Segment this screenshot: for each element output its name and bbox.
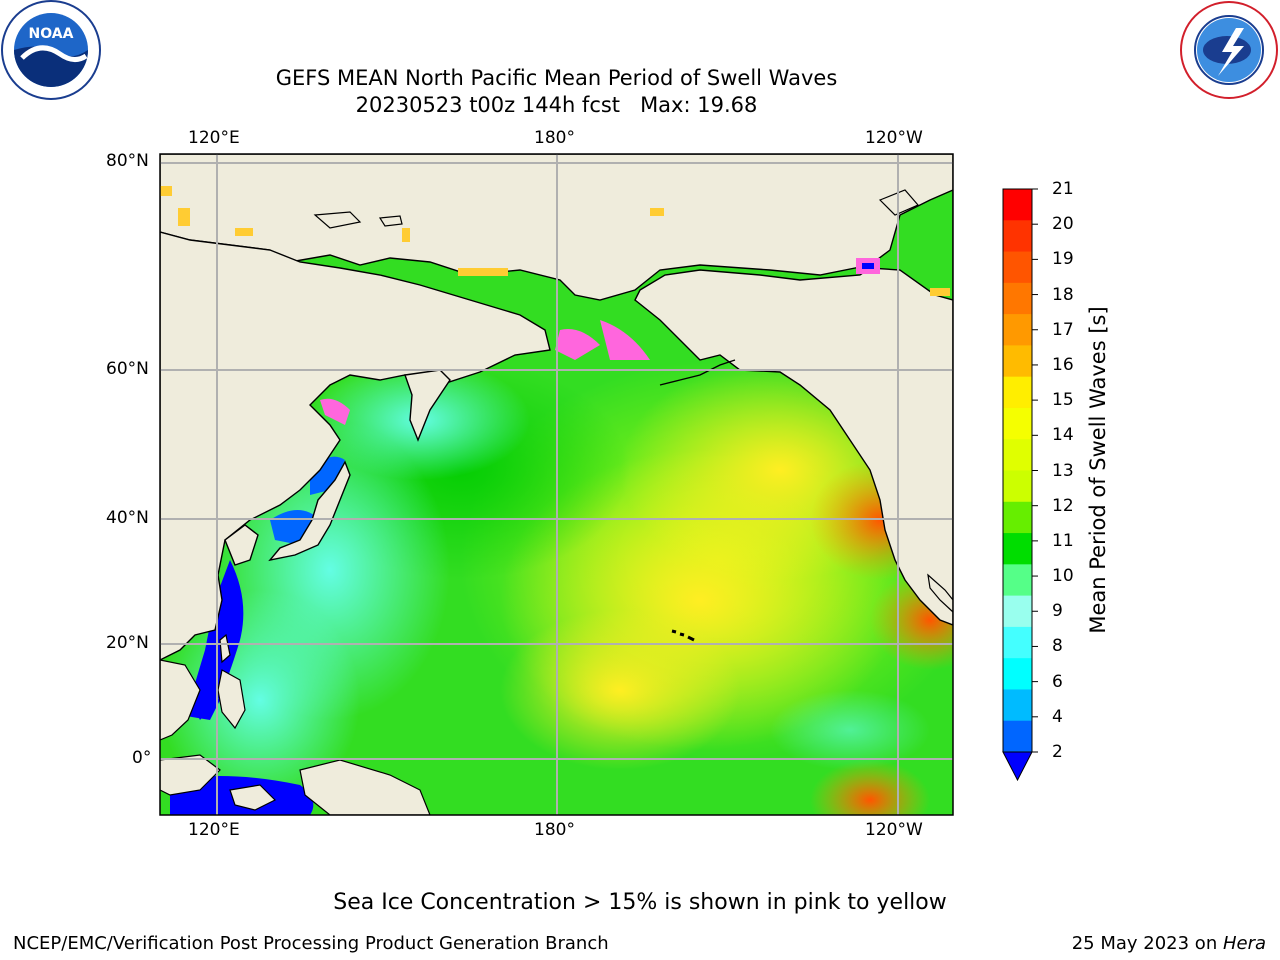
land-arctic-island-1 bbox=[313, 211, 362, 229]
land-baja-california bbox=[927, 573, 953, 613]
colorbar-tick-label: 2 bbox=[1052, 742, 1063, 762]
colorbar-tick-label: 16 bbox=[1052, 354, 1074, 375]
colorbar-cell bbox=[1003, 220, 1032, 253]
land-taiwan bbox=[219, 633, 231, 664]
land-sulawesi bbox=[229, 784, 277, 811]
graticule bbox=[160, 154, 953, 815]
colorbar bbox=[1002, 188, 1038, 782]
bottom-lon-label-180: 180° bbox=[534, 820, 575, 840]
colorbar-tick-label: 11 bbox=[1052, 530, 1074, 551]
colorbar-extend-triangle bbox=[1002, 751, 1033, 782]
chart-subtitle: 20230523 t00z 144h fcst Max: 19.68 bbox=[355, 93, 758, 117]
colorbar-tick-label: 21 bbox=[1052, 179, 1074, 199]
lat-label-20n: 20°N bbox=[106, 633, 149, 653]
colorbar-label: Mean Period of Swell Waves [s] bbox=[1086, 306, 1110, 634]
colorbar-tick-label: 14 bbox=[1052, 425, 1074, 446]
colorbar-cell bbox=[1003, 595, 1032, 628]
map-frame bbox=[159, 153, 954, 816]
sea-ice-bering-strait bbox=[600, 320, 650, 360]
colorbar-cell bbox=[1003, 251, 1032, 284]
colorbar-cell bbox=[1003, 470, 1032, 503]
sea-ice-chukotka bbox=[555, 329, 600, 360]
land-arctic-island-2 bbox=[378, 215, 403, 227]
colorbar-tick-label: 18 bbox=[1052, 284, 1074, 305]
footer-date-text: 25 May 2023 on bbox=[1071, 933, 1223, 954]
swell-period-cyan-region-east bbox=[770, 690, 930, 770]
colorbar-tick-lines bbox=[1032, 188, 1038, 753]
land-new-guinea bbox=[299, 759, 431, 815]
colorbar-tick-label: 6 bbox=[1052, 671, 1063, 692]
colorbar-tick-label: 15 bbox=[1052, 390, 1074, 411]
lat-label-60n: 60°N bbox=[106, 359, 149, 379]
sea-ice-patches bbox=[160, 186, 950, 296]
noaa-logo-text: NOAA bbox=[29, 26, 74, 42]
swell-period-yellow-region-south bbox=[500, 610, 740, 770]
lat-label-80n: 80°N bbox=[106, 151, 149, 171]
land-southeast-asia bbox=[160, 659, 201, 741]
colorbar-cell bbox=[1003, 345, 1032, 378]
noaa-logo: NOAA bbox=[1, 0, 101, 100]
land-kamchatka bbox=[404, 369, 451, 442]
colorbar-tick-label: 9 bbox=[1052, 601, 1063, 622]
colorbar-tick-label: 8 bbox=[1052, 636, 1063, 657]
land-east-asia bbox=[160, 231, 551, 661]
land-japan bbox=[268, 460, 351, 562]
colorbar-cell bbox=[1003, 439, 1032, 471]
colorbar-cell bbox=[1003, 501, 1032, 534]
colorbar-cell bbox=[1003, 626, 1032, 659]
colorbar-cell bbox=[1003, 314, 1032, 346]
colorbar-cell bbox=[1003, 189, 1032, 221]
top-lon-label-120w: 120°W bbox=[865, 128, 923, 148]
bottom-lon-label-120w: 120°W bbox=[865, 820, 923, 840]
footer-credit: NCEP/EMC/Verification Post Processing Pr… bbox=[13, 933, 609, 954]
colorbar-tick-label: 13 bbox=[1052, 460, 1074, 481]
aleutian-islands bbox=[659, 359, 736, 386]
colorbar-tick-label: 19 bbox=[1052, 249, 1074, 270]
hawaii-islands bbox=[671, 629, 695, 642]
top-lon-label-120e: 120°E bbox=[188, 128, 240, 148]
colorbar-tick-label: 4 bbox=[1052, 706, 1063, 727]
colorbar-tick-label: 12 bbox=[1052, 495, 1074, 516]
footer-date: 25 May 2023 on Hera bbox=[1072, 933, 1266, 954]
colorbar-cell bbox=[1003, 720, 1032, 753]
colorbar-cell bbox=[1003, 533, 1032, 565]
colorbar-cell bbox=[1003, 689, 1032, 722]
bottom-lon-label-120e: 120°E bbox=[188, 820, 240, 840]
colorbar-cell bbox=[1003, 282, 1032, 315]
land-borneo bbox=[160, 754, 221, 796]
colorbar-cell bbox=[1003, 407, 1032, 440]
sea-ice-note: Sea Ice Concentration > 15% is shown in … bbox=[333, 890, 947, 915]
lat-label-40n: 40°N bbox=[106, 508, 149, 528]
top-lon-label-180: 180° bbox=[534, 128, 575, 148]
nws-logo bbox=[1180, 1, 1278, 99]
swell-period-orange-region-south bbox=[810, 760, 930, 815]
colorbar-cell bbox=[1003, 376, 1032, 409]
sea-ice-okhotsk bbox=[320, 398, 350, 425]
colorbar-tick-label: 20 bbox=[1052, 214, 1074, 235]
land-korea bbox=[224, 524, 259, 566]
colorbar-tick-label: 10 bbox=[1052, 566, 1074, 587]
footer-machine: Hera bbox=[1222, 933, 1266, 954]
colorbar-tick-label: 17 bbox=[1052, 319, 1074, 340]
colorbar-cell bbox=[1003, 564, 1032, 597]
lat-label-0: 0° bbox=[132, 748, 152, 768]
chart-title: GEFS MEAN North Pacific Mean Period of S… bbox=[275, 66, 838, 90]
colorbar-cells bbox=[1003, 189, 1032, 753]
colorbar-cell bbox=[1003, 658, 1032, 690]
